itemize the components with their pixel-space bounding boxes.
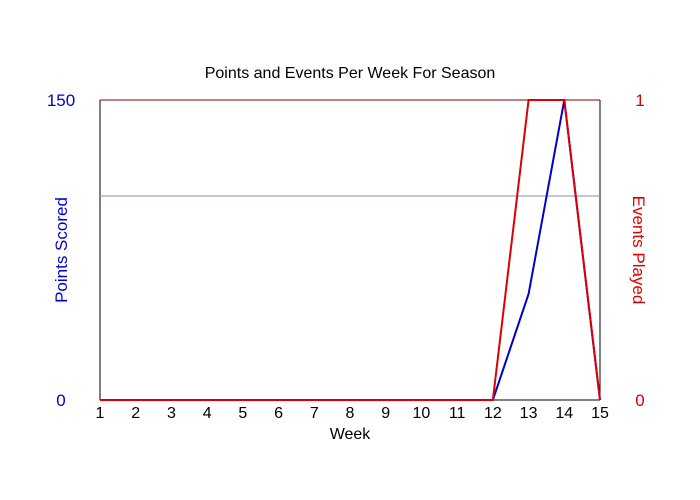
- x-tick-label: 14: [555, 405, 573, 422]
- x-tick-label: 13: [520, 405, 538, 422]
- x-tick-label: 7: [310, 405, 319, 422]
- left-tick-label: 0: [56, 391, 65, 410]
- left-tick-label: 150: [47, 91, 75, 110]
- x-tick-label: 6: [274, 405, 283, 422]
- x-axis-label: Week: [330, 426, 372, 443]
- left-axis-label: Points Scored: [52, 197, 71, 303]
- x-tick-label: 1: [96, 405, 105, 422]
- x-tick-label: 3: [167, 405, 176, 422]
- x-tick-label: 10: [413, 405, 431, 422]
- right-tick-label: 0: [635, 391, 644, 410]
- right-tick-label: 1: [635, 91, 644, 110]
- x-tick-label: 12: [484, 405, 502, 422]
- x-tick-label: 5: [238, 405, 247, 422]
- chart-title: Points and Events Per Week For Season: [205, 65, 496, 82]
- points-scored-line: [100, 99, 601, 401]
- events-played-line: [100, 99, 601, 401]
- x-tick-label: 11: [449, 405, 466, 422]
- x-tick-label: 9: [381, 405, 390, 422]
- right-axis-label: Events Played: [629, 196, 648, 305]
- x-tick-label: 4: [203, 405, 212, 422]
- x-tick-label: 15: [591, 405, 609, 422]
- x-tick-label: 8: [346, 405, 355, 422]
- x-tick-label: 2: [131, 405, 140, 422]
